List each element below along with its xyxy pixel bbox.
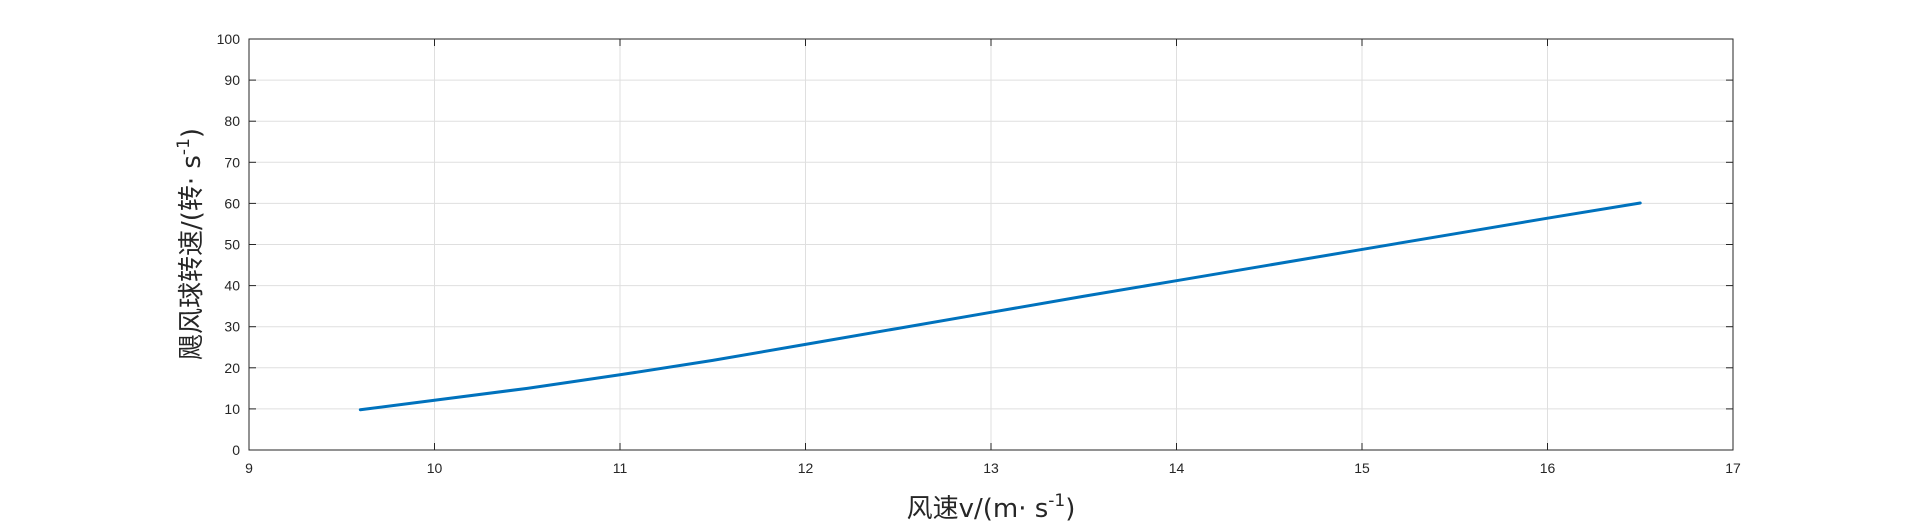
y-tick-label: 20 bbox=[224, 360, 240, 376]
y-tick-label: 60 bbox=[224, 195, 240, 211]
x-tick-label: 15 bbox=[1354, 460, 1370, 476]
x-tick-label: 17 bbox=[1725, 460, 1741, 476]
x-axis-title-tail: ) bbox=[1065, 494, 1075, 524]
x-tick-label: 14 bbox=[1169, 460, 1185, 476]
x-tick-label: 16 bbox=[1540, 460, 1556, 476]
axis-ticks: 9 10 11 12 13 14 15 16 17 0 10 20 30 40 50 60 70 80 90 100 bbox=[217, 31, 1741, 476]
y-axis-title-sup: -1 bbox=[174, 138, 194, 155]
y-axis-title-tail: ) bbox=[177, 128, 207, 138]
x-tick-label: 12 bbox=[798, 460, 814, 476]
y-tick-label: 10 bbox=[224, 401, 240, 417]
x-tick-label: 10 bbox=[427, 460, 443, 476]
series-group bbox=[358, 201, 1642, 412]
y-tick-label: 30 bbox=[224, 319, 240, 335]
x-axis-title-sup: -1 bbox=[1048, 491, 1065, 511]
x-tick-label: 9 bbox=[245, 460, 253, 476]
x-axis-title: 风速v/(m· s-1) bbox=[907, 491, 1076, 524]
y-tick-label: 0 bbox=[232, 442, 240, 458]
y-tick-label: 50 bbox=[224, 237, 240, 253]
x-tick-label: 11 bbox=[613, 460, 628, 476]
y-tick-label: 100 bbox=[217, 31, 241, 47]
y-tick-label: 80 bbox=[224, 113, 240, 129]
x-axis-title-main: 风速v/(m· s bbox=[907, 494, 1049, 524]
y-axis-title-main: 飓风球转速/(转· s bbox=[177, 155, 207, 360]
y-axis-title: 飓风球转速/(转· s-1) bbox=[174, 128, 207, 360]
x-tick-label: 13 bbox=[983, 460, 999, 476]
y-tick-label: 40 bbox=[224, 278, 240, 294]
grid bbox=[249, 39, 1733, 450]
y-tick-label: 70 bbox=[224, 154, 240, 170]
series-line bbox=[358, 201, 1642, 412]
y-tick-label: 90 bbox=[224, 72, 240, 88]
